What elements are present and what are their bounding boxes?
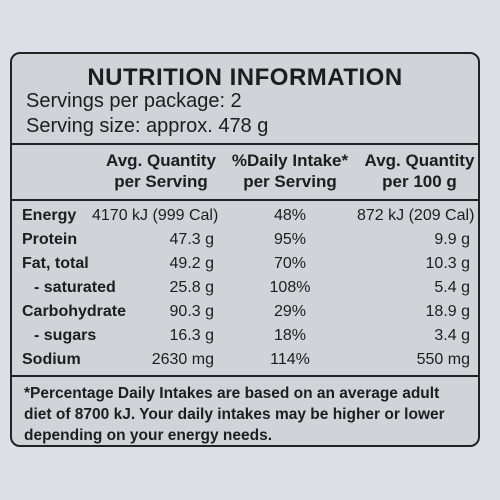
header-daily-intake: %Daily Intake* per Serving xyxy=(230,146,350,196)
nutrient-label: - sugars xyxy=(34,327,97,344)
nutrient-label: Energy xyxy=(22,207,77,224)
per-serving-value: 16.3 g xyxy=(169,327,214,344)
servings-per-package: Servings per package: 2 xyxy=(26,90,242,112)
header-line: per 100 g xyxy=(382,172,457,191)
daily-intake-value: 18% xyxy=(273,327,307,344)
header-line: %Daily Intake* xyxy=(231,151,349,170)
nutrient-label: Fat, total xyxy=(22,255,89,272)
nutrient-label: - saturated xyxy=(34,279,116,296)
header-line: Avg. Quantity xyxy=(106,151,216,170)
table-row: - sugars 16.3 g 18% 3.4 g xyxy=(12,324,478,348)
per-100g-value: 18.9 g xyxy=(425,303,470,320)
daily-intake-value: 29% xyxy=(273,303,307,320)
nutrient-label: Carbohydrate xyxy=(22,303,127,320)
daily-intake-value: 95% xyxy=(273,231,307,248)
per-serving-value: 90.3 g xyxy=(169,303,214,320)
nutrient-rows: Energy 4170 kJ (999 Cal) 48% 872 kJ (209… xyxy=(12,204,478,372)
nutrition-panel: NUTRITION INFORMATION Servings per packa… xyxy=(10,52,480,447)
daily-intake-value: 114% xyxy=(270,351,310,368)
serving-size: Serving size: approx. 478 g xyxy=(26,115,269,137)
panel-title: NUTRITION INFORMATION xyxy=(87,64,403,91)
per-serving-value: 4170 kJ (999 Cal) xyxy=(92,207,219,224)
per-serving-value: 47.3 g xyxy=(169,231,214,248)
table-row: Fat, total 49.2 g 70% 10.3 g xyxy=(12,252,478,276)
table-row: Energy 4170 kJ (999 Cal) 48% 872 kJ (209… xyxy=(12,204,478,228)
header-line: Avg. Quantity xyxy=(364,151,475,170)
nutrient-label: Protein xyxy=(22,231,78,248)
table-row: - saturated 25.8 g 108% 5.4 g xyxy=(12,276,478,300)
daily-intake-value: 70% xyxy=(273,255,307,272)
per-100g-value: 3.4 g xyxy=(434,327,470,344)
header-line: per Serving xyxy=(114,172,208,191)
per-serving-value: 49.2 g xyxy=(169,255,214,272)
per-serving-value: 2630 mg xyxy=(151,351,214,368)
nutrient-label: Sodium xyxy=(22,351,81,368)
header-avg-per-serving: Avg. Quantity per Serving xyxy=(106,146,216,196)
per-serving-value: 25.8 g xyxy=(169,279,214,296)
table-row: Carbohydrate 90.3 g 29% 18.9 g xyxy=(12,300,478,324)
divider-top xyxy=(12,143,478,145)
per-100g-value: 9.9 g xyxy=(434,231,470,248)
table-row: Protein 47.3 g 95% 9.9 g xyxy=(12,228,478,252)
per-100g-value: 10.3 g xyxy=(425,255,470,272)
per-100g-value: 550 mg xyxy=(416,351,470,368)
daily-intake-value: 108% xyxy=(269,279,311,296)
divider-header xyxy=(12,199,478,201)
daily-intake-footnote: *Percentage Daily Intakes are based on a… xyxy=(24,385,445,444)
daily-intake-value: 48% xyxy=(273,207,307,224)
divider-footer xyxy=(12,375,478,377)
table-row: Sodium 2630 mg 114% 550 mg xyxy=(12,348,478,372)
per-100g-value: 5.4 g xyxy=(434,279,470,296)
header-avg-per-100g: Avg. Quantity per 100 g xyxy=(362,146,477,196)
per-100g-value: 872 kJ (209 Cal) xyxy=(357,207,475,224)
header-line: per Serving xyxy=(243,172,337,191)
